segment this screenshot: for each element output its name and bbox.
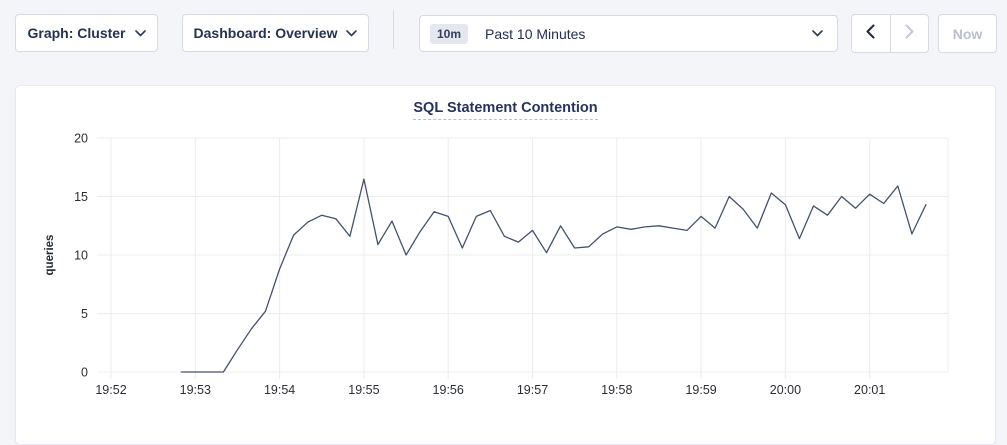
svg-text:20: 20 [74,132,88,146]
svg-text:19:57: 19:57 [517,383,548,397]
time-range-badge: 10m [430,23,469,44]
chevron-down-icon [134,29,146,37]
chart-title[interactable]: SQL Statement Contention [413,100,598,120]
chart-title-row: SQL Statement Contention [16,99,995,120]
toolbar-divider [393,10,394,49]
svg-text:15: 15 [74,190,88,204]
time-range-dropdown[interactable]: 10m Past 10 Minutes [419,15,838,52]
svg-text:19:58: 19:58 [601,383,632,397]
svg-text:5: 5 [81,307,88,321]
chevron-right-icon [905,23,914,44]
sql-contention-line-chart: 0 5 10 15 20 19:52 19:53 19:54 19:55 19:56 19:57 19… [44,132,949,397]
graph-dropdown[interactable]: Graph: Cluster [15,14,158,52]
dashboard-dropdown-label: Dashboard: Overview [193,25,338,41]
graph-dropdown-label: Graph: Cluster [27,25,126,41]
svg-text:queries: queries [44,235,56,276]
svg-text:19:55: 19:55 [348,383,379,397]
svg-text:19:54: 19:54 [264,383,295,397]
prev-time-button[interactable] [852,15,890,52]
svg-text:19:52: 19:52 [95,383,126,397]
time-range-label: Past 10 Minutes [485,25,586,42]
svg-text:19:56: 19:56 [433,383,464,397]
svg-text:0: 0 [81,366,88,380]
chevron-down-icon [346,29,358,37]
svg-text:20:00: 20:00 [770,383,801,397]
svg-text:20:01: 20:01 [854,383,885,397]
dashboard-dropdown[interactable]: Dashboard: Overview [182,14,369,52]
svg-text:19:53: 19:53 [180,383,211,397]
chart-panel: SQL Statement Contention 0 5 10 15 20 19:52 19… [15,85,996,445]
time-nav-arrows [851,14,929,53]
now-button[interactable]: Now [938,14,997,53]
chevron-left-icon [866,23,875,44]
svg-text:19:59: 19:59 [685,383,716,397]
next-time-button[interactable] [889,15,929,52]
chevron-down-icon [812,30,823,37]
svg-text:10: 10 [74,249,88,263]
